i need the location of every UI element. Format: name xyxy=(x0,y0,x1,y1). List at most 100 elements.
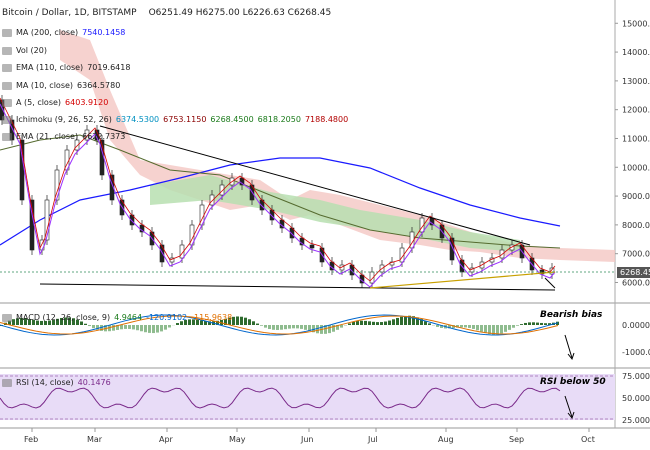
legend-ma10-value: 6364.5780 xyxy=(77,81,121,90)
macd-histogram-bar xyxy=(12,319,15,325)
x-tick-label: Oct xyxy=(581,435,595,444)
candle-body xyxy=(549,267,555,275)
macd-histogram-bar xyxy=(496,325,499,335)
macd-histogram-bar xyxy=(36,320,39,325)
candle-body xyxy=(74,139,80,151)
legend-ma200-label: MA (200, close) xyxy=(16,28,79,37)
eye-icon[interactable] xyxy=(2,46,12,55)
macd-histogram-bar xyxy=(248,319,251,325)
legend-vol[interactable]: Vol (20) xyxy=(2,46,47,55)
candle-body xyxy=(509,244,515,251)
symbol-title: Bitcoin / Dollar, 1D, BITSTAMP xyxy=(2,8,137,18)
macd-histogram-bar xyxy=(276,325,279,330)
macd-histogram-bar xyxy=(264,325,267,328)
eye-icon[interactable] xyxy=(2,81,12,90)
candle-body xyxy=(179,244,185,259)
legend-ma200-value: 7540.1458 xyxy=(82,28,126,37)
candle-body xyxy=(44,199,50,241)
macd-histogram-bar xyxy=(68,317,71,325)
macd-histogram-bar xyxy=(120,325,123,330)
macd-histogram-bar xyxy=(88,325,91,327)
trendline-lower xyxy=(39,283,556,291)
price-tick-label: 14000.00 xyxy=(622,48,650,57)
macd-histogram-bar xyxy=(456,325,459,328)
legend-ichimoku[interactable]: Ichimoku (9, 26, 52, 26) 6374.5300 6753.… xyxy=(2,115,348,124)
macd-histogram-bar xyxy=(136,325,139,331)
eye-icon[interactable] xyxy=(2,313,12,322)
macd-histogram-bar xyxy=(196,319,199,325)
ma5-line xyxy=(0,97,556,282)
price-tick-label: 15000.00 xyxy=(622,19,650,28)
macd-tick-label: 0.0000 xyxy=(622,321,650,330)
macd-histogram-bar xyxy=(288,325,291,329)
macd-histogram-bar xyxy=(180,321,183,325)
macd-histogram-bar xyxy=(416,317,419,325)
legend-ma200[interactable]: MA (200, close) 7540.1458 xyxy=(2,28,125,37)
macd-histogram-bar xyxy=(156,325,159,333)
macd-tick-label: -1000.0000 xyxy=(622,348,650,357)
legend-macd[interactable]: MACD (12, 26, close, 9) 4.9464 -120.9102… xyxy=(2,313,232,322)
macd-histogram-bar xyxy=(296,325,299,329)
legend-ema110[interactable]: EMA (110, close) 7019.6418 xyxy=(2,63,130,72)
macd-histogram-bar xyxy=(92,325,95,329)
macd-histogram-bar xyxy=(116,325,119,330)
eye-icon[interactable] xyxy=(2,132,12,141)
macd-histogram-bar xyxy=(548,323,551,325)
eye-icon[interactable] xyxy=(2,28,12,37)
legend-vol-label: Vol (20) xyxy=(16,46,47,55)
macd-histogram-bar xyxy=(24,318,27,325)
legend-ma10[interactable]: MA (10, close) 6364.5780 xyxy=(2,81,120,90)
legend-ma5[interactable]: A (5, close) 6403.9120 xyxy=(2,98,108,107)
price-tick-label: 11000.00 xyxy=(622,134,650,143)
macd-histogram-bar xyxy=(300,325,303,329)
macd-histogram-bar xyxy=(380,322,383,325)
macd-histogram-bar xyxy=(340,325,343,328)
eye-icon[interactable] xyxy=(2,98,12,107)
macd-histogram-bar xyxy=(76,319,79,325)
rsi-value: 40.1476 xyxy=(77,378,111,387)
macd-line xyxy=(0,314,559,336)
macd-histogram-bar xyxy=(404,315,407,325)
macd-histogram-bar xyxy=(80,321,83,325)
macd-histogram-bar xyxy=(476,325,479,331)
macd-histogram-bar xyxy=(112,325,115,331)
macd-histogram-bar xyxy=(484,325,487,334)
macd-histogram-bar xyxy=(500,325,503,334)
macd-histogram-bar xyxy=(48,320,51,325)
macd-histogram-bar xyxy=(32,319,35,325)
legend-ma5-value: 6403.9120 xyxy=(65,98,109,107)
candle-body xyxy=(84,129,90,141)
candle-body xyxy=(109,174,115,201)
macd-histogram-bar xyxy=(148,325,151,333)
macd-histogram-bar xyxy=(28,319,31,325)
macd-histogram-bar xyxy=(516,325,519,326)
legend-rsi[interactable]: RSI (14, close) 40.1476 xyxy=(2,378,111,387)
macd-line-value: -120.9102 xyxy=(146,313,188,322)
eye-icon[interactable] xyxy=(2,63,12,72)
ema110-line xyxy=(0,134,561,249)
macd-histogram-bar xyxy=(60,317,63,325)
macd-histogram-bar xyxy=(84,323,87,325)
rsi-annotation: RSI below 50 xyxy=(540,377,606,387)
ma200-line xyxy=(0,157,561,246)
x-tick-label: Apr xyxy=(159,435,174,444)
legend-ema21[interactable]: EMA (21, close) 6622.7373 xyxy=(2,132,125,141)
macd-histogram-bar xyxy=(272,325,275,330)
macd-histogram-bar xyxy=(436,325,439,327)
macd-histogram-bar xyxy=(536,322,539,325)
candle-body xyxy=(159,244,165,263)
rsi-arrowhead xyxy=(567,411,575,420)
candle-body xyxy=(9,119,15,141)
macd-histogram-bar xyxy=(512,325,515,328)
trendline-upper xyxy=(99,125,531,246)
x-tick-label: Sep xyxy=(509,435,524,444)
macd-histogram-bar xyxy=(544,323,547,325)
eye-icon[interactable] xyxy=(2,378,12,387)
macd-histogram-bar xyxy=(392,319,395,325)
eye-icon[interactable] xyxy=(2,115,12,124)
price-tick-label: 9000.00 xyxy=(622,192,650,201)
candle-body xyxy=(209,194,215,206)
macd-histogram-bar xyxy=(336,325,339,330)
macd-histogram-bar xyxy=(152,325,155,334)
